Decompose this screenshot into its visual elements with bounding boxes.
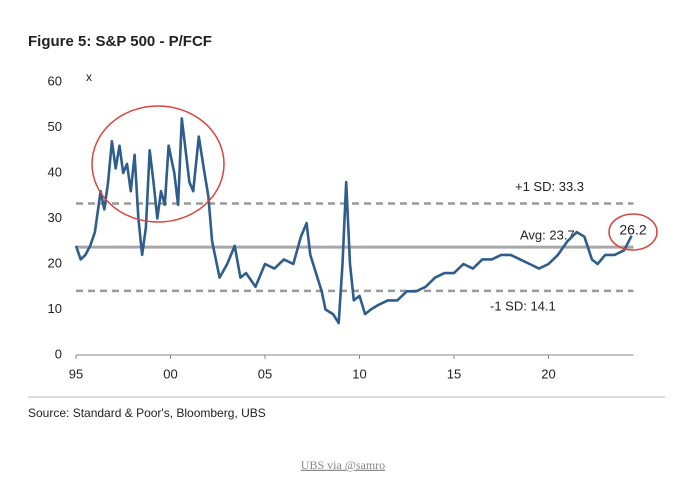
reference-label: Avg: 23.7 xyxy=(520,228,575,243)
source: Source: Standard & Poor's, Bloomberg, UB… xyxy=(28,406,266,420)
plot-area: 0 10 20 30 40 50 60 95 00 05 10 15 20 +1 SD: 33.3 Avg:… xyxy=(48,73,647,381)
y-tick-label: 40 xyxy=(48,164,62,179)
y-tick-label: 20 xyxy=(48,255,62,270)
y-unit: x xyxy=(86,70,92,84)
credit-link[interactable]: UBS via @samro xyxy=(301,458,385,472)
x-tick-label: 00 xyxy=(163,366,177,381)
chart-title: Figure 5: S&P 500 - P/FCF xyxy=(28,33,212,50)
highlight-circle xyxy=(91,105,225,223)
x-tick-label: 20 xyxy=(541,366,555,381)
y-tick-label: 10 xyxy=(48,301,62,316)
y-tick-label: 60 xyxy=(48,73,62,88)
y-tick-label: 50 xyxy=(48,119,62,134)
data-line xyxy=(74,117,633,325)
reference-label: -1 SD: 14.1 xyxy=(490,298,556,313)
y-tick-label: 30 xyxy=(48,210,62,225)
x-tick-label: 05 xyxy=(258,366,272,381)
y-tick-label: 0 xyxy=(55,346,62,361)
x-tick-label: 10 xyxy=(352,366,366,381)
reference-label: +1 SD: 33.3 xyxy=(515,179,584,194)
end-value-label: 26.2 xyxy=(619,221,646,237)
x-tick-label: 95 xyxy=(69,366,83,381)
highlight-circle xyxy=(608,213,658,251)
x-tick-label: 15 xyxy=(447,366,461,381)
